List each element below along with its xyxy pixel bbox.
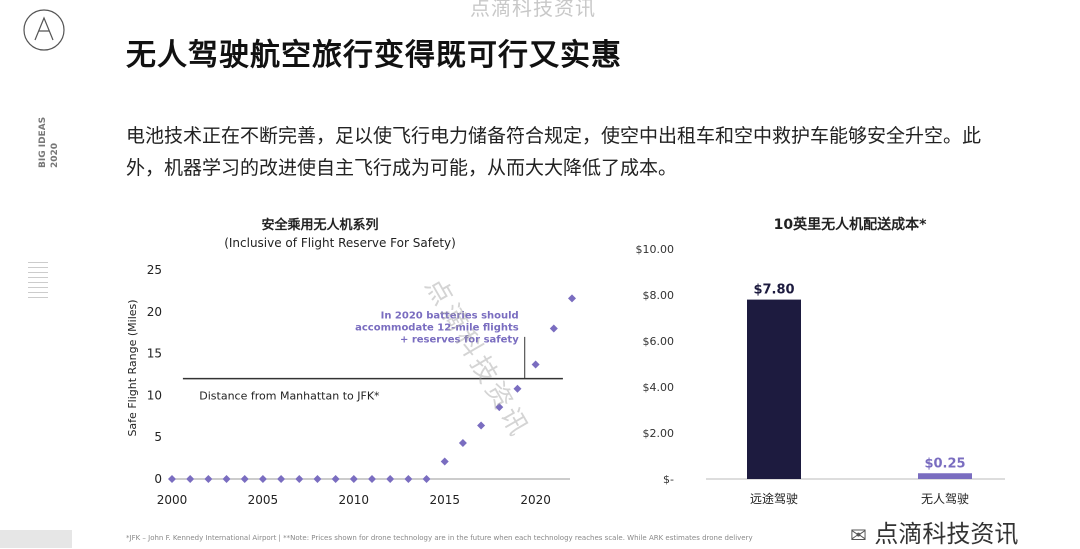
watermark-top: 点滴科技资讯	[470, 0, 596, 20]
data-point	[258, 475, 267, 483]
x-category-label: 远途驾驶	[750, 491, 798, 506]
y-tick-label: $8.00	[643, 289, 675, 302]
data-point	[295, 475, 304, 483]
wechat-icon: ✉	[850, 523, 867, 547]
data-point	[386, 475, 395, 483]
x-tick-label: 2020	[520, 493, 551, 507]
data-point	[313, 475, 322, 483]
x-tick-label: 2005	[248, 493, 279, 507]
bar-value-label: $0.25	[924, 456, 965, 471]
x-category-label: 无人驾驶	[921, 491, 969, 506]
y-tick-label: 15	[147, 347, 162, 361]
right-chart-title: 10英里无人机配送成本*	[773, 217, 927, 233]
data-point	[549, 324, 558, 333]
body-paragraph: 电池技术正在不断完善，足以使飞行电力储备符合规定，使空中出租车和空中救护车能够安…	[126, 125, 982, 179]
data-point	[168, 475, 176, 483]
y-tick-label: 20	[147, 305, 162, 319]
data-point	[349, 475, 358, 483]
y-tick-label: $-	[663, 473, 674, 486]
side-label-big-ideas: BIG IDEAS	[38, 116, 48, 168]
footer-block	[0, 530, 72, 548]
data-point	[204, 475, 213, 483]
y-tick-label: 25	[147, 263, 162, 277]
data-point	[513, 384, 522, 393]
annotation-text: + reserves for safety	[400, 334, 519, 345]
annotation-text: accommodate 12-mile flights	[355, 322, 519, 333]
y-tick-label: 0	[154, 472, 162, 486]
bar-value-label: $7.80	[753, 283, 794, 298]
y-tick-label: $6.00	[643, 335, 675, 348]
annotation-text: In 2020 batteries should	[381, 310, 519, 321]
y-tick-label: 10	[147, 388, 162, 402]
data-point	[240, 475, 249, 483]
data-point	[422, 475, 431, 483]
data-point	[568, 294, 576, 303]
data-point	[477, 421, 486, 430]
y-tick-label: $2.00	[643, 427, 675, 440]
reference-line-label: Distance from Manhattan to JFK*	[199, 390, 380, 403]
data-point	[495, 403, 504, 412]
wechat-account-name: 点滴科技资讯	[874, 520, 1019, 548]
data-point	[404, 475, 413, 483]
y-tick-label: $10.00	[636, 243, 675, 256]
data-point	[186, 475, 195, 483]
ark-logo-icon	[23, 9, 65, 51]
footnote: *JFK – John F. Kennedy International Air…	[126, 534, 753, 542]
y-axis-label: Safe Flight Range (Miles)	[126, 299, 139, 436]
bar	[747, 299, 801, 479]
data-point	[368, 475, 376, 483]
data-point	[331, 475, 340, 483]
x-tick-label: 2010	[339, 493, 370, 507]
wechat-source-label: ✉ 点滴科技资讯	[850, 514, 1018, 549]
decorative-lines	[28, 262, 48, 302]
left-chart-subtitle: (Inclusive of Flight Reserve For Safety)	[224, 236, 456, 250]
x-tick-label: 2000	[157, 493, 188, 507]
y-tick-label: $4.00	[643, 381, 675, 394]
data-point	[458, 439, 467, 448]
page-title: 无人驾驶航空旅行变得既可行又实惠	[126, 38, 622, 73]
x-tick-label: 2015	[429, 493, 460, 507]
data-point	[277, 475, 286, 483]
data-point	[440, 457, 449, 466]
range-scatter-chart: Safe Flight Range (Miles) 0 5 10 15 20 25 200…	[126, 263, 576, 507]
bar	[918, 473, 972, 479]
side-label-year: 2020	[50, 142, 60, 168]
data-point	[222, 475, 231, 483]
cost-bar-chart: $- $2.00 $4.00 $6.00 $8.00 $10.00 $7.80 远途驾驶 $0…	[636, 243, 1005, 506]
left-chart-title: 安全乘用无人机系列	[261, 218, 379, 233]
data-point	[531, 360, 540, 369]
y-tick-label: 5	[154, 430, 162, 444]
